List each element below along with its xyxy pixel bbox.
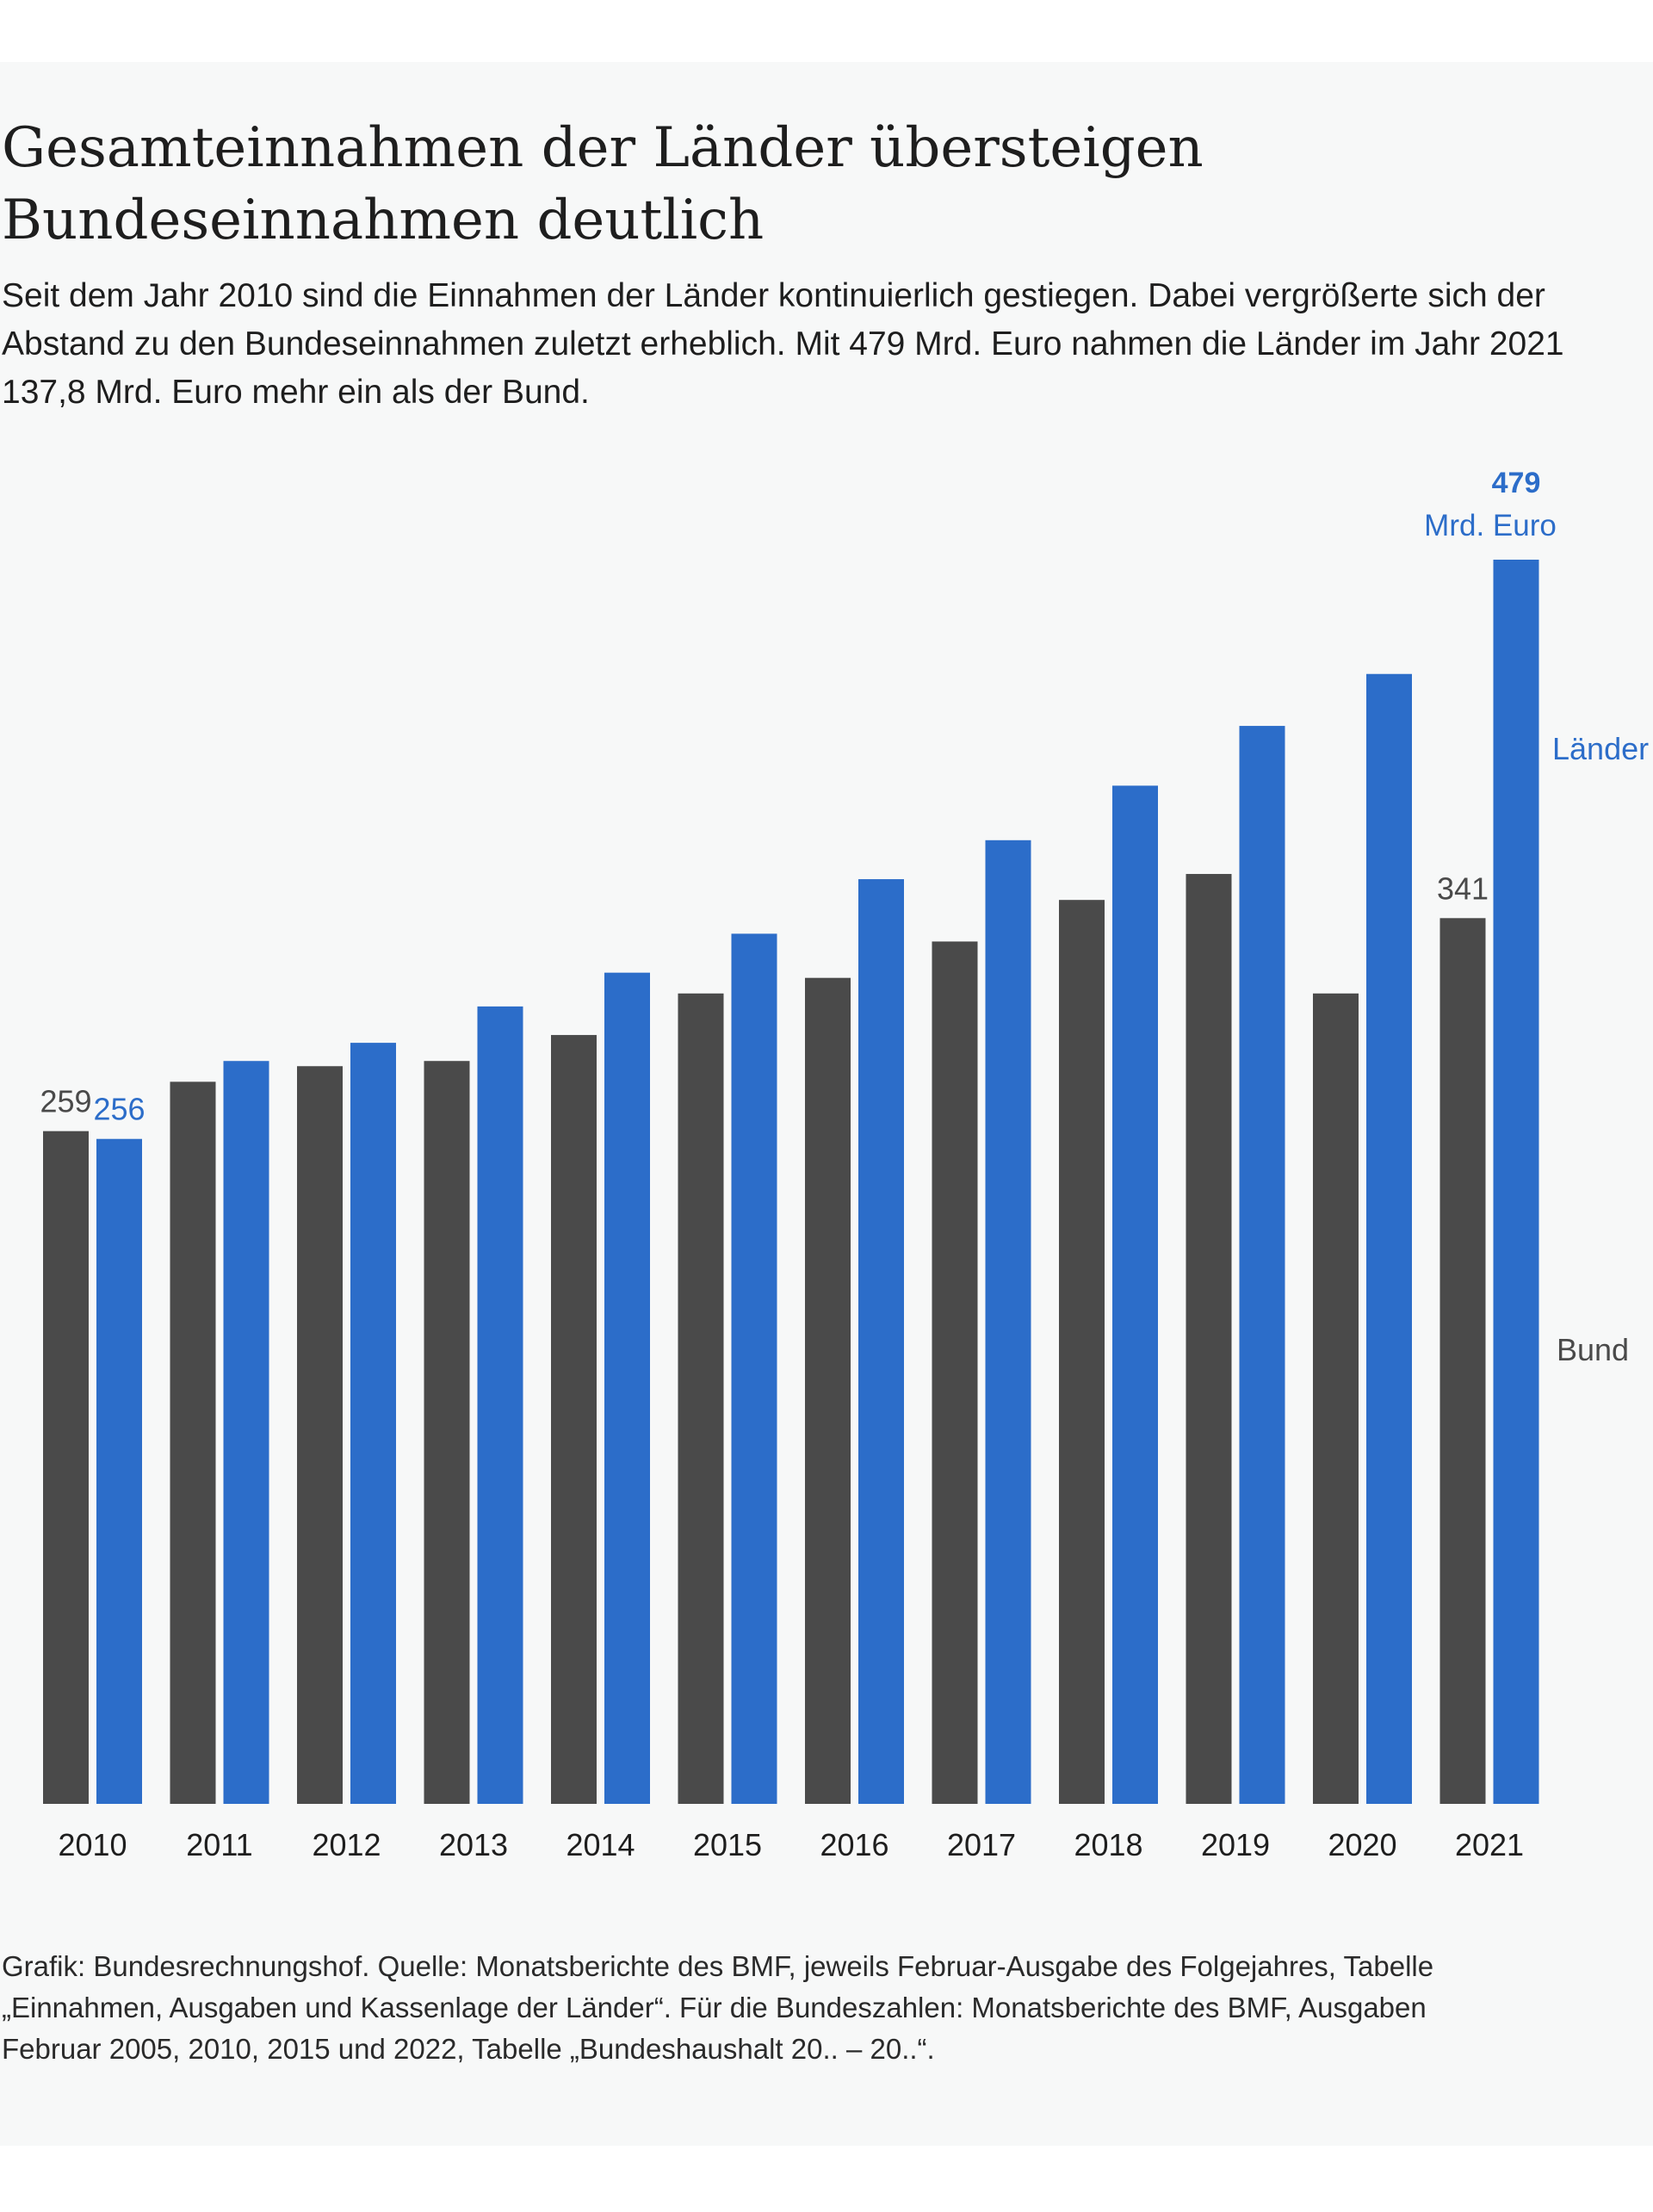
bar-laender-2012 — [350, 1043, 396, 1804]
x-tick-label: 2020 — [1328, 1827, 1396, 1862]
x-tick-label: 2011 — [186, 1827, 252, 1862]
bar-bund-2017 — [932, 941, 978, 1804]
data-label-bund-2010: 259 — [40, 1084, 91, 1119]
bar-bund-2014 — [551, 1035, 597, 1804]
x-tick-label: 2010 — [58, 1827, 127, 1862]
data-label-laender-2021: 479 — [1492, 467, 1541, 499]
bar-bund-2016 — [805, 977, 851, 1804]
chart-subtitle: Seit dem Jahr 2010 sind die Einnahmen de… — [2, 277, 1564, 411]
bar-laender-2013 — [477, 1006, 523, 1804]
x-tick-label: 2013 — [439, 1827, 508, 1862]
x-tick-label: 2015 — [693, 1827, 762, 1862]
bar-laender-2021 — [1493, 560, 1539, 1804]
x-tick-label: 2012 — [312, 1827, 381, 1862]
bar-laender-2017 — [985, 840, 1031, 1805]
bar-bund-2018 — [1059, 900, 1105, 1804]
bar-laender-2010 — [96, 1138, 142, 1804]
x-tick-label: 2014 — [566, 1827, 635, 1862]
footnote-line: Grafik: Bundesrechnungshof. Quelle: Mona… — [2, 1950, 1434, 1982]
x-tick-label: 2021 — [1455, 1827, 1524, 1862]
data-label-unit: Mrd. Euro — [1424, 509, 1557, 542]
bar-bund-2021 — [1439, 918, 1486, 1804]
legend-laender: Länder — [1552, 731, 1649, 766]
bar-laender-2011 — [223, 1061, 269, 1804]
bar-laender-2018 — [1112, 785, 1158, 1804]
legend-bund: Bund — [1557, 1332, 1629, 1367]
source-footnote: Grafik: Bundesrechnungshof. Quelle: Mona… — [2, 1946, 1642, 2070]
bar-laender-2020 — [1366, 673, 1412, 1804]
bar-laender-2019 — [1239, 726, 1285, 1805]
labels-layer: 259 256 2010 2011 2012 2013 2014 2015 2016 2017 20… — [40, 467, 1649, 1862]
data-label-bund-2021: 341 — [1437, 871, 1489, 906]
bar-bund-2010 — [43, 1131, 89, 1804]
bar-bund-2012 — [297, 1066, 343, 1804]
x-tick-label: 2017 — [947, 1827, 1016, 1862]
bar-laender-2015 — [731, 933, 777, 1804]
bar-laender-2016 — [858, 879, 904, 1804]
footnote-line: Februar 2005, 2010, 2015 und 2022, Tabel… — [2, 2033, 935, 2065]
x-tick-label: 2018 — [1074, 1827, 1142, 1862]
data-label-laender-2010: 256 — [93, 1092, 145, 1127]
bar-laender-2014 — [604, 972, 650, 1804]
bar-bund-2020 — [1313, 993, 1359, 1804]
bar-bund-2015 — [678, 993, 724, 1804]
bar-bund-2013 — [424, 1061, 470, 1804]
chart-title: Gesamteinnahmen der Länder übersteigen B… — [2, 116, 1204, 252]
bar-bund-2019 — [1186, 874, 1232, 1804]
x-tick-label: 2016 — [820, 1827, 888, 1862]
x-tick-label: 2019 — [1201, 1827, 1270, 1862]
bar-bund-2011 — [170, 1081, 216, 1804]
bar-chart: 259 256 2010 2011 2012 2013 2014 2015 2016 2017 20… — [40, 467, 1649, 1862]
bars-layer — [43, 560, 1539, 1805]
footnote-line: „Einnahmen, Ausgaben und Kassenlage der … — [2, 1992, 1427, 2023]
